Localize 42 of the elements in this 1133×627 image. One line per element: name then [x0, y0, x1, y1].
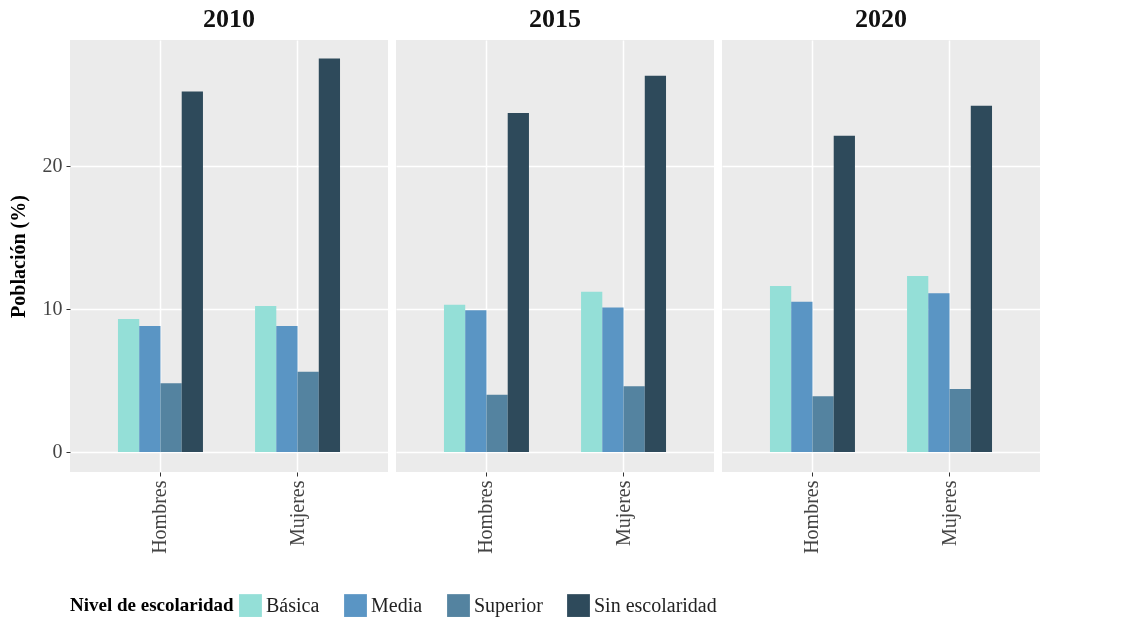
chart-title: 2015	[529, 4, 581, 33]
bar	[117, 318, 140, 452]
bar	[812, 396, 834, 452]
bar	[507, 112, 529, 452]
legend-label: Básica	[266, 593, 320, 616]
bar	[581, 291, 603, 452]
bar	[160, 383, 182, 452]
chart-title: 2010	[203, 4, 255, 33]
bar	[949, 389, 971, 452]
x-tick-label: Mujeres	[937, 480, 961, 547]
bar	[970, 105, 993, 452]
y-tick-label: 20	[42, 154, 63, 177]
x-tick-label: Hombres	[474, 480, 497, 554]
bar	[833, 135, 855, 452]
chart-title: 2020	[855, 4, 907, 33]
bar	[602, 307, 624, 452]
y-tick-label: 0	[52, 440, 63, 463]
x-tick-label: Mujeres	[611, 480, 635, 547]
legend-label: Sin escolaridad	[594, 593, 717, 616]
bar	[769, 286, 792, 452]
bar	[907, 276, 929, 452]
bar	[297, 371, 319, 452]
bar	[465, 310, 487, 452]
legend-title: Nivel de escolaridad	[70, 594, 235, 615]
y-axis-title: Población (%)	[6, 195, 30, 318]
bar	[255, 306, 277, 452]
bar	[181, 91, 203, 452]
y-tick-label: 10	[42, 297, 63, 320]
bar	[644, 75, 667, 452]
x-tick-label: Hombres	[148, 480, 171, 554]
bar	[443, 304, 466, 452]
legend-label: Superior	[474, 593, 544, 617]
x-tick-label: Hombres	[800, 480, 823, 554]
bar	[791, 301, 813, 452]
bar	[623, 386, 645, 452]
bar	[139, 326, 161, 452]
bar	[928, 293, 950, 452]
x-tick-label: Mujeres	[285, 480, 309, 547]
bar	[276, 326, 298, 452]
bar	[486, 394, 508, 452]
bar	[318, 58, 341, 452]
legend-label: Media	[371, 593, 423, 616]
